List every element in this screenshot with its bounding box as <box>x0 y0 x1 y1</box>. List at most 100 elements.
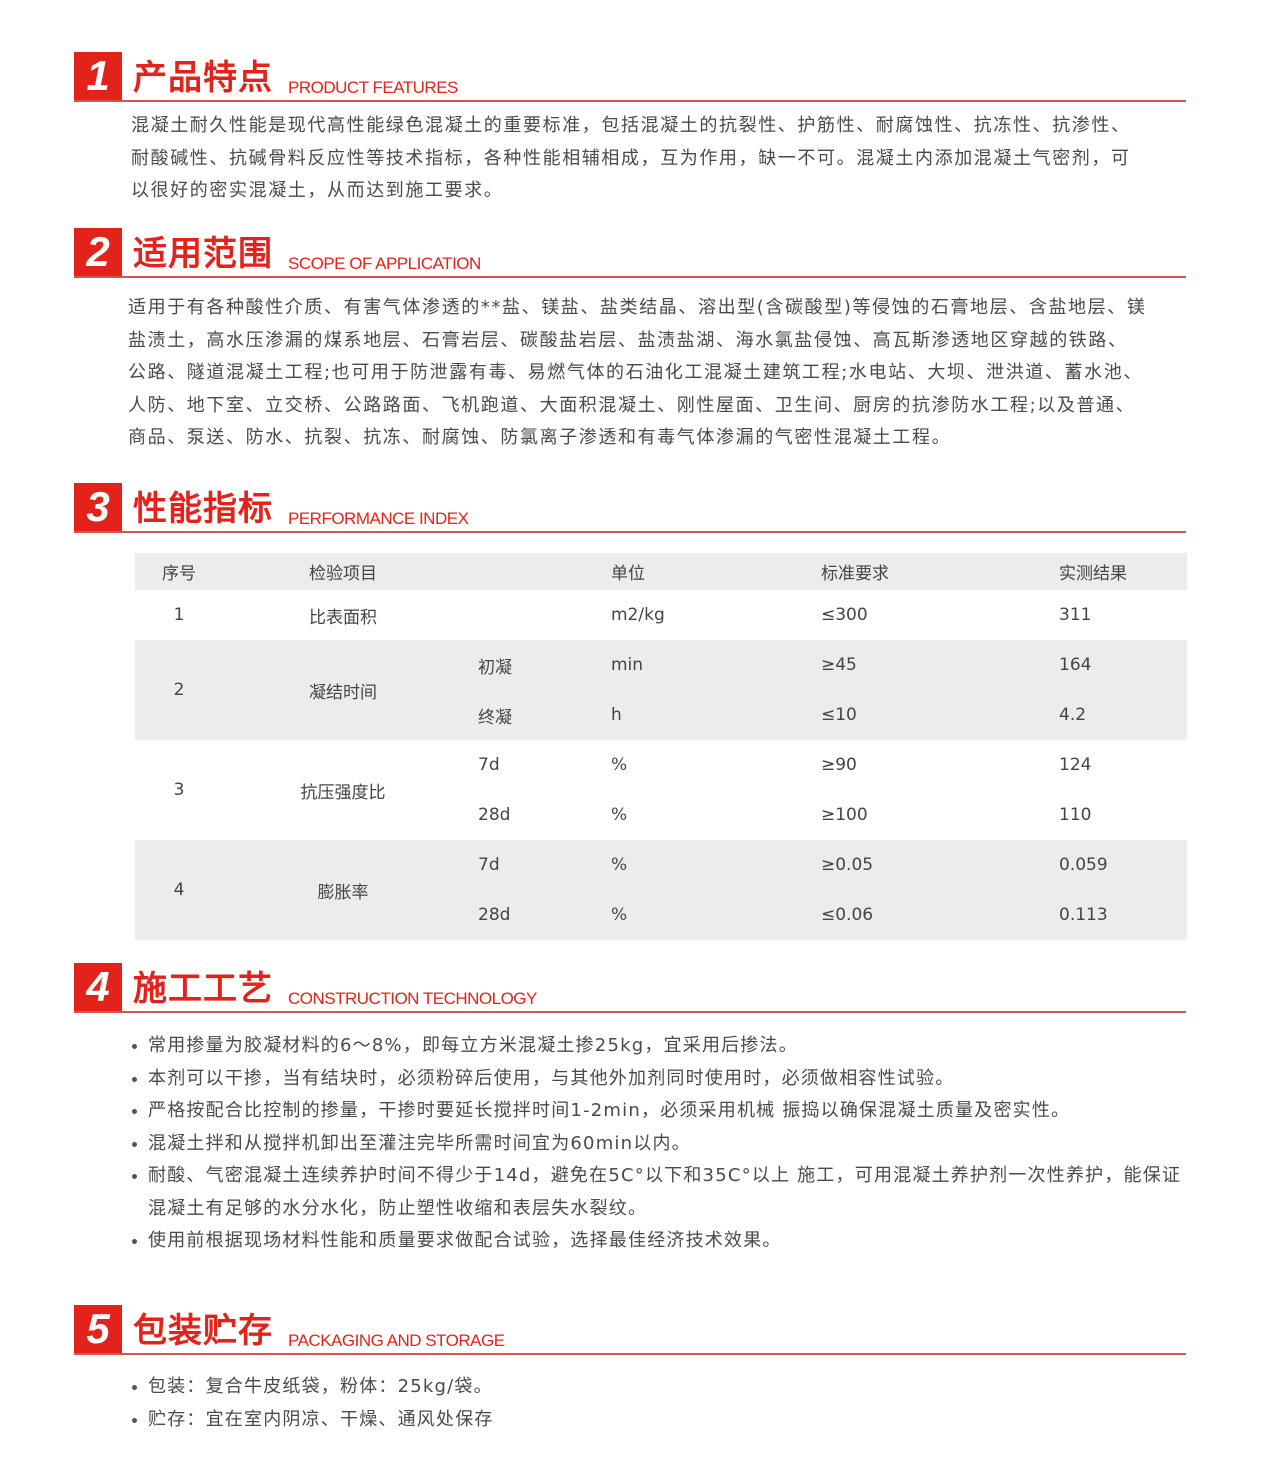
bullet-text: 常用掺量为胶凝材料的6～8%，即每立方米混凝土掺25kg，宜采用后掺法。 <box>148 1035 798 1056</box>
section-number: 5 <box>74 1305 122 1353</box>
bullet-icon <box>132 1076 137 1082</box>
table-row: 28d% ≥100 110 <box>135 790 1187 840</box>
table-row: 3 抗压强度比 7d% ≥90 124 <box>135 740 1187 803</box>
sub-item: 28d <box>463 890 611 940</box>
section-title: 性能指标 <box>133 489 273 529</box>
section-title-en: PRODUCT FEATURES <box>288 78 458 97</box>
bullet-text: 本剂可以干掺，当有结块时，必须粉碎后使用，与其他外加剂同时使用时，必须做相容性试… <box>148 1067 955 1089</box>
paragraph-line: 适用于有各种酸性介质、有害气体渗透的**盐、镁盐、盐类结晶、溶出型(含碳酸型)等… <box>128 297 1147 318</box>
standard-cell: ≥100 <box>821 805 868 825</box>
test-item: 凝结时间 <box>223 640 463 740</box>
section-title: 包装贮存 <box>133 1311 273 1351</box>
section-header: 5 包装贮存 PACKAGING AND STORAGE <box>74 1305 1186 1355</box>
bullet-text: 使用前根据现场材料性能和质量要求做配合试验，选择最佳经济技术效果。 <box>148 1230 782 1251</box>
header-cell: 检验项目 <box>223 553 463 590</box>
header-cell: 标准要求 <box>821 553 1059 590</box>
standard-cell: ≤0.06 <box>821 890 1059 940</box>
section-title-en: SCOPE OF APPLICATION <box>288 254 481 273</box>
bullet-icon <box>132 1417 137 1423</box>
sub-item <box>463 590 611 640</box>
row-number: 1 <box>173 605 185 625</box>
section-paragraph: 适用于有各种酸性介质、有害气体渗透的**盐、镁盐、盐类结晶、溶出型(含碳酸型)等… <box>128 292 1146 455</box>
paragraph-line: 人防、地下室、立交桥、公路路面、飞机跑道、大面积混凝土、刚性屋面、卫生间、厨房的… <box>128 394 1136 416</box>
bullet-item-line: 耐酸、气密混凝土连续养护时间不得少于14d，避免在5C°以下和35C°以上 施工… <box>130 1160 1181 1193</box>
bullet-text: 贮存：宜在室内阴凉、干燥、通风处保存 <box>148 1408 494 1430</box>
result-cell: 0.059 <box>1059 840 1187 890</box>
result-cell: 110 <box>1059 805 1092 825</box>
bullet-text: 严格按配合比控制的掺量，干掺时要延长搅拌时间1-2min，必须采用机械 振捣以确… <box>148 1100 1071 1121</box>
standard-cell: ≥45 <box>821 640 1059 690</box>
unit-cell: % <box>611 840 821 890</box>
bullet-item-line: 混凝土有足够的水分水化，防止塑性收缩和表层失水裂纹。 <box>130 1193 1181 1226</box>
table-row: 1 比表面积 m2/kg ≤300 311 <box>135 590 1187 640</box>
sub-item: 7d <box>478 755 500 775</box>
table-row: 终凝 h ≤10 4.2 <box>135 690 1187 740</box>
header-cell <box>463 553 611 590</box>
bullet-item-line: 混凝土拌和从搅拌机卸出至灌注完毕所需时间宜为60min以内。 <box>130 1128 1181 1161</box>
section-header: 1 产品特点 PRODUCT FEATURES <box>74 52 1186 102</box>
section-title-en: PERFORMANCE INDEX <box>288 509 469 528</box>
result-cell: 0.113 <box>1059 890 1187 940</box>
paragraph-line: 公路、隧道混凝土工程;也可用于防泄露有毒、易燃气体的石油化工混凝土建筑工程;水电… <box>128 362 1143 383</box>
bullet-text: 包装：复合牛皮纸袋，粉体：25kg/袋。 <box>148 1376 493 1397</box>
result-cell: 311 <box>1059 605 1092 625</box>
bullet-text: 混凝土有足够的水分水化，防止塑性收缩和表层失水裂纹。 <box>148 1197 648 1219</box>
sub-item: 初凝 <box>463 640 611 690</box>
section-number: 4 <box>74 963 122 1011</box>
header-cell: 单位 <box>611 553 821 590</box>
section-title: 适用范围 <box>133 234 273 274</box>
test-item: 比表面积 <box>309 607 377 628</box>
bullet-item-line: 包装：复合牛皮纸袋，粉体：25kg/袋。 <box>130 1371 494 1404</box>
bullet-list: 包装：复合牛皮纸袋，粉体：25kg/袋。 贮存：宜在室内阴凉、干燥、通风处保存 <box>130 1371 494 1436</box>
paragraph-line: 以很好的密实混凝土，从而达到施工要求。 <box>131 180 504 201</box>
section-number: 2 <box>74 228 122 276</box>
unit-cell: % <box>611 805 628 825</box>
bullet-item-line: 贮存：宜在室内阴凉、干燥、通风处保存 <box>130 1404 494 1437</box>
paragraph-line: 耐酸碱性、抗碱骨料反应性等技术指标，各种性能相辅相成，互为作用，缺一不可。混凝土… <box>131 147 1131 169</box>
bullet-item-line: 常用掺量为胶凝材料的6～8%，即每立方米混凝土掺25kg，宜采用后掺法。 <box>130 1030 1181 1063</box>
table-row: 4 膨胀率 7d% ≥0.05 0.059 <box>135 840 1187 940</box>
bullet-icon <box>132 1239 137 1244</box>
row-number: 4 <box>135 840 223 940</box>
sub-item: 28d <box>478 805 511 825</box>
bullet-icon <box>132 1141 137 1147</box>
sub-item: 7d <box>463 840 611 890</box>
section-paragraph: 混凝土耐久性能是现代高性能绿色混凝土的重要标准，包括混凝土的抗裂性、护筋性、耐腐… <box>131 110 1131 208</box>
result-cell: 164 <box>1059 640 1187 690</box>
result-cell: 124 <box>1059 755 1092 775</box>
paragraph-line: 盐渍土，高水压渗漏的煤系地层、石膏岩层、碳酸盐岩层、盐渍盐湖、海水氯盐侵蚀、高瓦… <box>128 329 1128 351</box>
paragraph-line: 商品、泵送、防水、抗裂、抗冻、耐腐蚀、防氯离子渗透和有毒气体渗漏的气密性混凝土工… <box>128 427 952 448</box>
header-cell: 实测结果 <box>1059 553 1187 590</box>
bullet-icon <box>132 1385 137 1390</box>
performance-table: 序号 检验项目 单位 标准要求 实测结果 1 比表面积 m2/kg ≤300 311 2 凝结时间 初凝… <box>135 553 1187 940</box>
section-title: 施工工艺 <box>133 969 273 1009</box>
unit-cell: min <box>611 640 821 690</box>
bullet-text: 耐酸、气密混凝土连续养护时间不得少于14d，避免在5C°以下和35C°以上 施工… <box>148 1165 1182 1186</box>
sub-item: 终凝 <box>463 690 611 740</box>
section-header: 4 施工工艺 CONSTRUCTION TECHNOLOGY <box>74 963 1186 1013</box>
bullet-item-line: 严格按配合比控制的掺量，干掺时要延长搅拌时间1-2min，必须采用机械 振捣以确… <box>130 1095 1181 1128</box>
row-number: 2 <box>135 640 223 740</box>
section-header: 2 适用范围 SCOPE OF APPLICATION <box>74 228 1186 278</box>
unit-cell: m2/kg <box>611 605 665 625</box>
standard-cell: ≤10 <box>821 690 1059 740</box>
bullet-item-line: 本剂可以干掺，当有结块时，必须粉碎后使用，与其他外加剂同时使用时，必须做相容性试… <box>130 1063 1181 1096</box>
table-row: 2 凝结时间 初凝 min ≥45 164 <box>135 640 1187 740</box>
standard-cell: ≥90 <box>821 755 857 775</box>
bullet-list: 常用掺量为胶凝材料的6～8%，即每立方米混凝土掺25kg，宜采用后掺法。本剂可以… <box>130 1030 1181 1258</box>
section-title: 产品特点 <box>133 58 273 98</box>
table-header-row: 序号 检验项目 单位 标准要求 实测结果 <box>135 553 1187 590</box>
test-item: 抗压强度比 <box>300 782 386 803</box>
unit-cell: h <box>611 690 821 740</box>
section-title-en: PACKAGING AND STORAGE <box>288 1331 505 1350</box>
row-number: 3 <box>173 780 185 800</box>
bullet-icon <box>132 1044 137 1049</box>
section-number: 3 <box>74 483 122 531</box>
section-header: 3 性能指标 PERFORMANCE INDEX <box>74 483 1186 533</box>
table-body: 序号 检验项目 单位 标准要求 实测结果 1 比表面积 m2/kg ≤300 311 2 凝结时间 初凝… <box>135 553 1187 940</box>
header-cell: 序号 <box>135 553 223 590</box>
standard-cell: ≤300 <box>821 605 868 625</box>
bullet-icon <box>132 1109 137 1114</box>
section-number: 1 <box>74 52 122 100</box>
unit-cell: % <box>611 890 821 940</box>
